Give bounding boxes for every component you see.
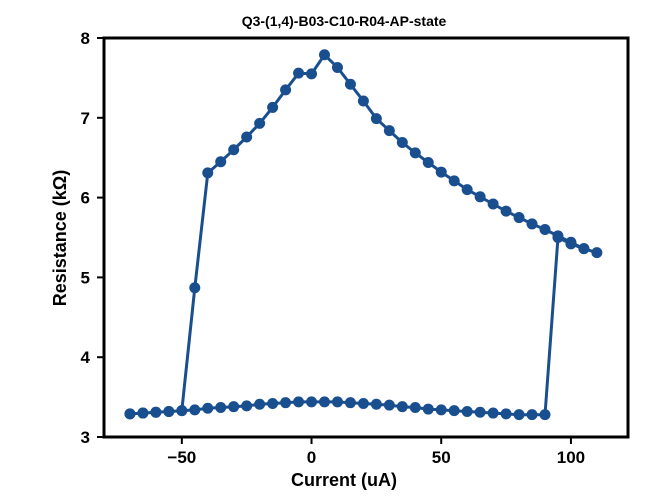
data-point	[241, 131, 253, 143]
data-point	[228, 144, 240, 156]
data-point	[552, 230, 564, 242]
data-point	[124, 408, 136, 420]
y-tick-label: 8	[81, 29, 90, 48]
y-tick-label: 3	[81, 428, 90, 447]
x-tick-label: 100	[557, 448, 585, 467]
data-point	[163, 405, 175, 417]
data-point	[409, 147, 421, 159]
data-point	[396, 401, 408, 413]
data-point	[422, 156, 434, 168]
data-point	[293, 396, 305, 408]
data-point	[383, 125, 395, 137]
data-point	[474, 406, 486, 418]
data-point	[461, 405, 473, 417]
plot-frame	[102, 36, 630, 439]
data-point	[331, 396, 343, 408]
data-point	[448, 175, 460, 187]
y-tick-label: 4	[81, 348, 91, 367]
data-point	[370, 398, 382, 410]
data-point	[357, 95, 369, 107]
data-point	[487, 407, 499, 419]
data-point	[422, 403, 434, 415]
data-point	[578, 243, 590, 255]
x-tick-label: 0	[307, 448, 316, 467]
x-tick-label: 50	[432, 448, 451, 467]
data-point	[474, 191, 486, 203]
y-tick-label: 5	[81, 268, 90, 287]
y-tick-label: 7	[81, 109, 90, 128]
data-point	[344, 397, 356, 409]
data-point	[539, 224, 551, 236]
data-point	[254, 398, 266, 410]
series-line	[129, 53, 599, 417]
data-point	[267, 397, 279, 409]
data-point	[487, 198, 499, 210]
y-axis-label: Resistance (kΩ)	[50, 170, 70, 307]
data-point	[435, 166, 447, 178]
data-point	[331, 62, 343, 74]
data-point	[513, 212, 525, 224]
data-point	[293, 67, 305, 79]
data-point	[435, 404, 447, 416]
x-tick-label: −50	[167, 448, 196, 467]
data-point	[344, 78, 356, 90]
data-point	[202, 167, 214, 179]
data-point	[526, 218, 538, 230]
data-point	[215, 401, 227, 413]
chart-title: Q3-(1,4)-B03-C10-R04-AP-state	[242, 13, 447, 29]
data-point	[306, 396, 318, 408]
series-group	[124, 49, 603, 421]
data-point	[500, 205, 512, 217]
data-point	[383, 399, 395, 411]
data-point	[254, 117, 266, 129]
data-point	[306, 68, 318, 80]
data-point	[539, 409, 551, 421]
data-point	[280, 84, 292, 96]
data-point	[318, 49, 330, 61]
y-tick-label: 6	[81, 189, 90, 208]
data-point	[150, 406, 162, 418]
data-point	[189, 282, 201, 294]
x-axis-label: Current (uA)	[291, 470, 397, 490]
data-point	[565, 236, 577, 248]
data-point	[189, 404, 201, 416]
y-axis-ticks: 3 4 5 6 7 8	[81, 29, 104, 447]
data-point	[215, 156, 227, 168]
data-point	[526, 409, 538, 421]
data-point	[267, 101, 279, 113]
data-point	[228, 401, 240, 413]
data-point	[357, 397, 369, 409]
data-point	[241, 400, 253, 412]
data-point	[318, 396, 330, 408]
data-point	[280, 397, 292, 409]
data-point	[396, 137, 408, 149]
data-point	[448, 405, 460, 417]
data-point	[513, 409, 525, 421]
data-point	[500, 408, 512, 420]
data-point	[370, 113, 382, 125]
data-point	[176, 405, 188, 417]
data-point	[461, 184, 473, 196]
data-point	[202, 402, 214, 414]
data-point	[409, 401, 421, 413]
data-point	[137, 407, 149, 419]
x-axis-ticks: −50 0 50 100	[167, 437, 585, 467]
data-point	[591, 247, 603, 259]
